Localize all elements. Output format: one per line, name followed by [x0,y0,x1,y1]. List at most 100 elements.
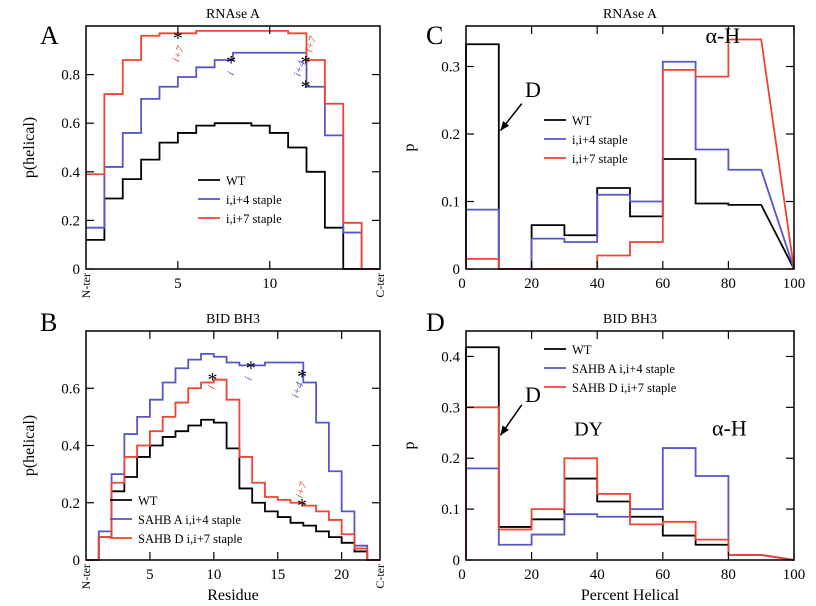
y-tick-label: 0.2 [441,127,460,143]
plot-frame [85,25,381,270]
x-tick-label: 15 [270,567,285,583]
series-line [465,447,795,561]
legend: WT i,i+4 staple i,i+7 staple [198,174,282,226]
x-tick-label: 5 [146,567,154,583]
series-line [465,43,795,270]
panel-letter: A [40,21,59,50]
legend-label: i,i+7 staple [572,152,628,166]
series-line [465,38,795,270]
star-marker: * [246,357,256,379]
x-axis-label: Residue [207,587,259,604]
y-tick-label: 0.1 [441,502,460,518]
legend-label: i,i+7 staple [226,212,282,226]
y-tick-label: 0.6 [61,381,80,397]
star-marker: * [297,366,307,388]
y-tick-label: 0.2 [441,451,460,467]
panel-letter: D [426,308,445,337]
panel-b: B BID BH3 0 0.2 0.4 0.6 5 10 15 20 N-ter C-ter p(hel… [21,308,387,604]
series-line [465,406,795,561]
y-tick-label: 0.2 [61,496,80,512]
y-tick-label: 0 [453,262,461,278]
legend-label: i,i+4 staple [572,133,628,147]
star-marker: * [208,369,218,391]
region-label: D [525,382,541,407]
staple-annotation: i+7 [293,480,310,500]
x-tick-label: 100 [783,567,806,583]
legend-label: SAHB A i,i+4 staple [572,362,675,376]
x-end-label: C-ter [373,564,387,589]
panel-d: D BID BH3 0 0.1 0.2 0.3 0.4 20 40 60 80 100 0 p Percen… [401,308,805,604]
y-axis-label: p [401,442,418,450]
legend-label: SAHB D i,i+7 staple [572,381,677,395]
legend-label: WT [572,114,592,128]
panel-title: RNAse A [603,7,658,22]
x-end-label: N-ter [79,564,93,589]
series-line [86,418,380,561]
legend-label: SAHB A i,i+4 staple [138,513,241,527]
x-end-label: C-ter [373,273,387,298]
x-tick-label: 60 [655,567,670,583]
panel-title: RNAse A [206,7,261,22]
y-axis-label: p(helical) [21,117,38,178]
plot-frame [465,25,795,270]
series-line [465,60,795,270]
x-tick-label: 10 [262,276,277,292]
x-tick-label: 0 [458,567,466,583]
region-label: D [525,77,541,102]
staple-annotation: i [205,384,217,391]
legend: WT SAHB A i,i+4 staple SAHB D i,i+7 staple [110,494,243,546]
x-tick-label: 40 [590,276,605,292]
legend-label: WT [572,343,592,357]
legend-label: WT [138,494,158,508]
x-tick-label: 60 [655,276,670,292]
legend-label: WT [226,174,246,188]
y-tick-label: 0.8 [61,68,80,84]
y-tick-label: 0.3 [441,400,460,416]
staple-annotation: i+7 [170,44,187,64]
legend-label: SAHB D i,i+7 staple [138,532,243,546]
legend-label: i,i+4 staple [226,193,282,207]
region-label: DY [574,418,603,440]
star-marker: * [226,52,236,74]
staple-annotation: i [243,375,255,382]
y-tick-label: 0.1 [441,195,460,211]
series-line [86,378,380,561]
x-tick-label: 80 [721,276,736,292]
staple-annotation: i [225,70,237,77]
y-tick-label: 0.2 [61,213,80,229]
series-line [86,353,380,561]
series-line [86,51,380,270]
x-tick-label: 80 [721,567,736,583]
x-axis-label: Percent Helical [581,587,680,604]
series-line [465,346,795,561]
series-line [86,122,380,270]
x-end-label: N-ter [79,273,93,298]
legend: WT SAHB A i,i+4 staple SAHB D i,i+7 staple [544,343,677,395]
y-tick-label: 0.4 [61,439,80,455]
region-label: α-H [712,415,747,440]
panel-a: A RNAse A 0 0.2 0.4 0.6 0.8 5 10 N-ter C-ter p(heli… [21,7,387,298]
staple-annotation: i+7 [303,34,320,54]
star-marker: * [173,28,183,50]
panel-c: C RNAse A 0 0.1 0.2 0.3 20 40 60 80 100 0 p WT i,i+4 s… [401,7,805,292]
panel-letter: B [40,308,57,337]
y-tick-label: 0.6 [61,116,80,132]
arrow-head [500,425,509,436]
y-tick-label: 0 [453,553,461,569]
x-tick-label: 20 [524,276,539,292]
star-marker: * [301,52,311,74]
y-axis-label: p [401,144,418,152]
y-tick-label: 0.3 [441,60,460,76]
legend: WT i,i+4 staple i,i+7 staple [544,114,628,166]
y-tick-label: 0.4 [61,165,80,181]
panel-title: BID BH3 [206,312,260,327]
arrow-head [500,120,510,131]
plot-frame [465,330,795,561]
x-tick-label: 40 [590,567,605,583]
star-marker: * [301,76,311,98]
x-tick-label: 100 [783,276,806,292]
x-tick-label: 5 [174,276,182,292]
y-axis-label: p(helical) [21,415,38,476]
staple-annotation: i+4 [292,59,309,79]
